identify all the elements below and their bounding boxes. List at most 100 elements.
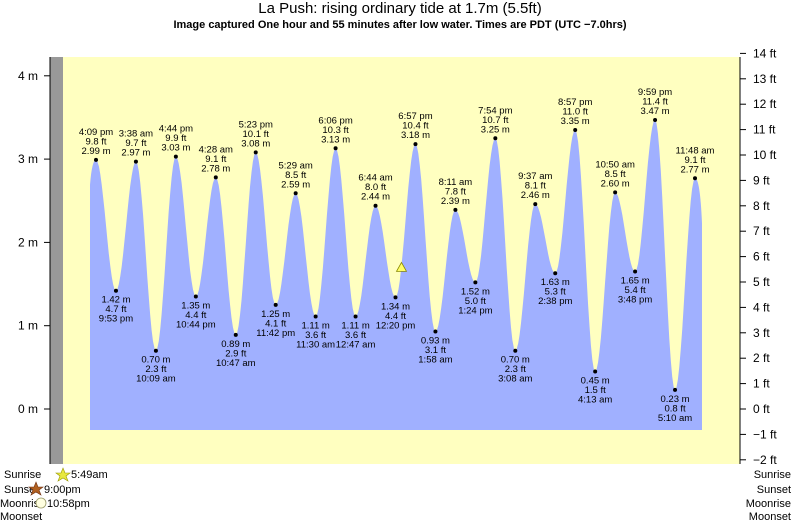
left-tick-label-4: 4 m — [18, 69, 38, 83]
chart-title: La Push: rising ordinary tide at 1.7m (5… — [258, 0, 541, 17]
right-tick-label-11: 9 ft — [753, 173, 770, 187]
right-tick-label-15: 13 ft — [753, 72, 777, 86]
extreme-low-11-line-1: 3.6 ft — [305, 330, 326, 341]
extreme-dot-26 — [613, 190, 618, 195]
extreme-low-15-line-2: 12:20 pm — [376, 320, 416, 331]
right-tick-label-16: 14 ft — [753, 46, 777, 60]
extreme-low-3-line-0: 0.70 m — [141, 355, 170, 366]
extreme-low-17-line-0: 0.93 m — [421, 336, 450, 347]
right-tick-label-0: −2 ft — [753, 453, 777, 467]
extreme-high-24-line-1: 11.0 ft — [562, 106, 588, 117]
right-tick-label-7: 5 ft — [753, 275, 770, 289]
extreme-dot-23 — [553, 271, 558, 276]
extreme-dot-10 — [293, 191, 298, 196]
extreme-low-5-line-1: 4.4 ft — [185, 310, 206, 321]
extreme-high-12-line-1: 10.3 ft — [322, 125, 349, 136]
legend-right-moonset-label: Moonset — [749, 511, 791, 521]
extreme-low-29-line-2: 5:10 am — [658, 413, 692, 424]
extreme-high-16-line-2: 3.18 m — [401, 130, 430, 141]
extreme-dot-7 — [233, 332, 238, 337]
current-level-marker — [395, 261, 408, 272]
extreme-low-19-line-0: 1.52 m — [461, 286, 490, 297]
extreme-low-23-line-0: 1.63 m — [541, 277, 570, 288]
extreme-low-3-line-2: 10:09 am — [136, 374, 176, 385]
extreme-dot-3 — [153, 348, 158, 353]
sunset-time: 9:00pm — [44, 484, 81, 496]
extreme-dot-30 — [693, 176, 697, 181]
right-tick-label-9: 7 ft — [753, 224, 770, 238]
extreme-high-20-line-0: 7:54 pm — [478, 105, 512, 116]
extreme-high-18-line-1: 7.8 ft — [445, 186, 466, 197]
extreme-high-14-line-0: 6:44 am — [358, 173, 392, 184]
extreme-low-13-line-1: 3.6 ft — [345, 330, 366, 341]
extreme-high-18-line-2: 2.39 m — [441, 196, 470, 207]
extreme-dot-14 — [373, 203, 378, 208]
extreme-dot-15 — [393, 295, 398, 300]
extreme-high-8-line-0: 5:23 pm — [239, 119, 273, 130]
extreme-low-23-line-2: 2:38 pm — [538, 296, 572, 307]
extreme-high-14-line-2: 2.44 m — [361, 192, 390, 203]
left-tick-label-0: 0 m — [18, 402, 38, 416]
extreme-low-7-line-0: 0.89 m — [221, 339, 250, 350]
extreme-dot-5 — [193, 294, 198, 299]
right-tick-label-14: 12 ft — [753, 97, 777, 111]
right-tick-label-1: −1 ft — [753, 427, 777, 441]
extreme-low-5-line-2: 10:44 pm — [176, 320, 216, 331]
extreme-high-8-line-1: 10.1 ft — [243, 129, 270, 140]
extreme-low-21-line-0: 0.70 m — [501, 355, 530, 366]
extreme-high-22-line-0: 9:37 am — [518, 171, 552, 182]
extreme-dot-12 — [333, 146, 338, 151]
extreme-low-15-line-1: 4.4 ft — [385, 311, 406, 322]
right-tick-label-8: 6 ft — [753, 250, 770, 264]
extreme-high-20-line-1: 10.7 ft — [482, 115, 509, 126]
extreme-high-4-line-2: 3.03 m — [161, 143, 190, 154]
extreme-high-28-line-0: 9:59 pm — [638, 87, 672, 98]
tide-extremes: 4:09 pm9.8 ft2.99 m 1.42 m4.7 ft9:53 pm 3:… — [79, 87, 715, 424]
extreme-high-30-line-0: 11:48 am — [676, 145, 715, 156]
extreme-low-29-line-1: 0.8 ft — [664, 403, 685, 414]
extreme-dot-28 — [653, 117, 658, 122]
right-tick-label-10: 8 ft — [753, 199, 770, 213]
extreme-low-25-line-1: 1.5 ft — [585, 385, 606, 396]
right-axis: −2 ft −1 ft 0 ft 1 ft 2 ft 3 ft 4 ft 5 ft 6 ft 7 … — [740, 46, 777, 467]
extreme-low-9-line-1: 4.1 ft — [265, 318, 286, 329]
extreme-high-20-line-2: 3.25 m — [481, 124, 510, 135]
extreme-high-12-line-0: 6:06 pm — [318, 115, 352, 126]
legend-sunrise-label: Sunrise — [4, 469, 41, 481]
left-tick-label-1: 1 m — [18, 319, 38, 333]
extreme-high-28-line-1: 11.4 ft — [642, 96, 668, 107]
extreme-dot-13 — [353, 314, 358, 319]
left-tick-label-3: 3 m — [18, 152, 38, 166]
extreme-high-16-line-1: 10.4 ft — [402, 121, 429, 132]
extreme-high-2-line-1: 9.7 ft — [125, 138, 146, 149]
extreme-high-6-line-0: 4:28 am — [199, 144, 233, 155]
extreme-dot-29 — [673, 387, 678, 392]
extreme-dot-18 — [453, 207, 458, 212]
extreme-high-26-line-1: 8.5 ft — [605, 169, 626, 180]
extreme-high-0-line-1: 9.8 ft — [85, 136, 106, 147]
extreme-low-23-line-1: 5.3 ft — [545, 287, 566, 298]
extreme-low-1-line-0: 1.42 m — [101, 295, 130, 306]
extreme-low-27-line-0: 1.65 m — [621, 276, 650, 287]
extreme-dot-11 — [313, 314, 318, 319]
extreme-low-9-line-0: 1.25 m — [261, 309, 290, 320]
extreme-low-11-line-0: 1.11 m — [301, 321, 329, 332]
right-tick-label-6: 4 ft — [753, 300, 770, 314]
legend-moonset-label: Moonset — [0, 511, 42, 521]
extreme-low-1-line-2: 9:53 pm — [99, 314, 133, 325]
extreme-high-10-line-1: 8.5 ft — [285, 170, 306, 181]
extreme-low-17-line-1: 3.1 ft — [425, 345, 446, 356]
extreme-high-30-line-2: 2.77 m — [680, 164, 709, 175]
extreme-low-27-line-2: 3:48 pm — [618, 295, 652, 306]
extreme-high-26-line-2: 2.60 m — [601, 178, 630, 189]
extreme-dot-22 — [533, 202, 538, 207]
right-tick-label-13: 11 ft — [753, 123, 776, 137]
extreme-low-15-line-0: 1.34 m — [381, 301, 410, 312]
right-tick-label-3: 1 ft — [753, 377, 770, 391]
extreme-dot-0 — [94, 157, 98, 162]
extreme-high-4-line-0: 4:44 pm — [159, 124, 193, 135]
extreme-low-27-line-1: 5.4 ft — [625, 285, 646, 296]
right-tick-label-5: 3 ft — [753, 326, 770, 340]
extreme-high-18-line-0: 8:11 am — [439, 177, 473, 188]
